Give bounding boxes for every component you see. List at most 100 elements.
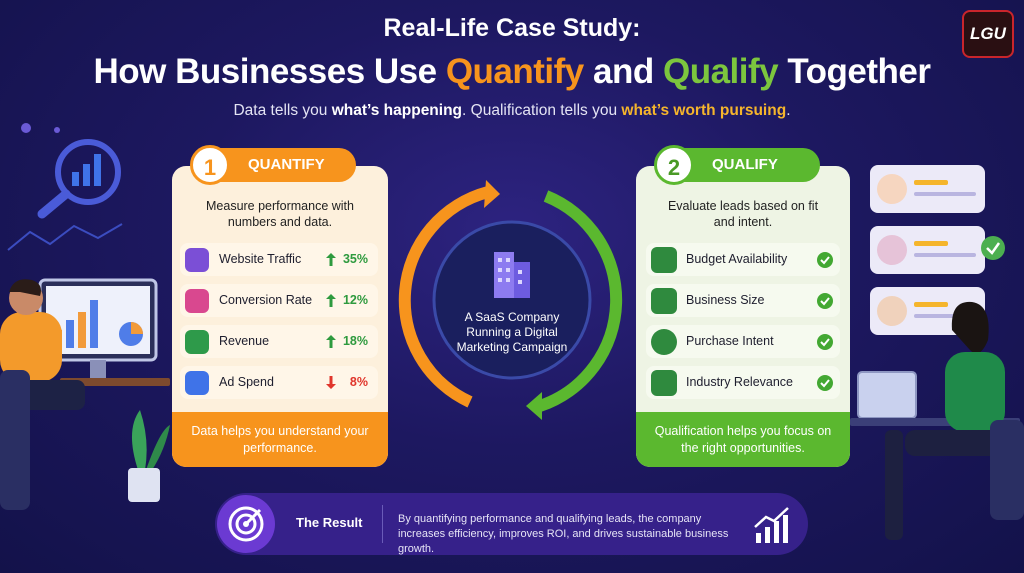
arrow-head (484, 180, 500, 208)
person-body (945, 352, 1005, 432)
traffic-icon (185, 248, 209, 272)
industry-icon (651, 370, 677, 396)
pot (128, 468, 160, 502)
plant (131, 410, 147, 470)
center-label: A SaaS Company Running a Digital Marketi… (456, 310, 568, 354)
metric-change: 8% (349, 375, 368, 389)
divider (382, 505, 383, 543)
quantify-number: 1 (190, 145, 230, 185)
growth-icon (754, 507, 789, 543)
check-badge (981, 236, 1005, 260)
subtitle-part: Data tells you (233, 102, 332, 119)
subtitle: Data tells you what’s happening. Qualifi… (0, 102, 1024, 120)
cycle-arrow-orange (398, 186, 490, 408)
center-circle (432, 220, 592, 380)
screen-bar (66, 320, 74, 348)
subtitle-emphasis: what’s happening (331, 102, 463, 119)
chair (0, 370, 30, 510)
dot (21, 123, 31, 133)
building-windows (498, 258, 522, 284)
metric-row (180, 325, 378, 358)
intent-icon (651, 329, 677, 355)
metric-change: 35% (342, 252, 368, 266)
subtitle-part: . Qualification tells you (462, 102, 622, 119)
headline-qualify: Qualify (662, 52, 779, 91)
dot (54, 127, 60, 133)
screen-bar (78, 312, 86, 348)
check (817, 293, 833, 309)
line (914, 192, 976, 196)
metric-change: 12% (342, 293, 368, 307)
criteria-label: Industry Relevance (686, 375, 794, 389)
metric-row (180, 284, 378, 317)
result-title: The Result (296, 515, 363, 530)
stars (914, 302, 948, 307)
logo: LGU (962, 10, 1014, 58)
magnifier (55, 139, 121, 205)
down-arrow (326, 376, 336, 389)
check (986, 242, 1001, 255)
arrow-head (526, 392, 542, 420)
result-text: By quantifying performance and qualifyin… (398, 513, 729, 555)
deco-line (7, 223, 123, 251)
metric-row (180, 366, 378, 399)
size-icon (651, 288, 677, 314)
monitor-stand (90, 360, 106, 378)
check (817, 252, 833, 268)
headline: How Businesses Use Quantify and Qualify … (0, 52, 1024, 92)
chair (990, 420, 1024, 520)
icon-bar (72, 172, 79, 186)
headline-part: and (583, 52, 663, 91)
person-body (0, 312, 62, 382)
laptop (857, 371, 917, 419)
result-bar (215, 493, 808, 555)
stars (914, 241, 948, 246)
person-leg (885, 430, 903, 540)
metric-change: 18% (342, 334, 368, 348)
budget-icon (651, 247, 677, 273)
stars (914, 180, 948, 185)
qualify-footer: Qualification helps you focus on the rig… (636, 412, 850, 467)
icon-bar (83, 164, 90, 186)
headline-part: Together (778, 52, 931, 91)
criteria-row (646, 284, 840, 317)
revenue-icon (185, 330, 209, 354)
subtitle-highlight: what’s worth pursuing (621, 102, 787, 119)
person-legs (905, 430, 1005, 456)
avatar (877, 296, 907, 326)
metric-label: Revenue (219, 334, 270, 348)
icon-bar (94, 154, 101, 186)
metric-label: Conversion Rate (219, 293, 313, 307)
headline-part: How Businesses Use (93, 52, 446, 91)
up-arrow (326, 253, 336, 266)
criteria-label: Business Size (686, 293, 765, 307)
criteria-label: Purchase Intent (686, 334, 774, 348)
metric-row (180, 243, 378, 276)
screen-pie-slice (131, 322, 143, 334)
up-arrow (326, 294, 336, 307)
criteria-row (646, 366, 840, 399)
criteria-row (646, 243, 840, 276)
avatar (877, 235, 907, 265)
subtitle-part: . (786, 102, 791, 119)
metric-label: Website Traffic (219, 252, 302, 266)
metric-label: Ad Spend (219, 375, 274, 389)
quantify-footer: Data helps you understand your performan… (172, 412, 388, 467)
desk (60, 378, 170, 386)
plant (146, 425, 170, 470)
check (817, 375, 833, 391)
qualify-number: 2 (654, 145, 694, 185)
building (494, 252, 514, 298)
screen-bar (90, 300, 98, 348)
result-icon (217, 495, 275, 553)
person-hair (951, 301, 989, 354)
title: Real-Life Case Study: (383, 14, 641, 42)
criteria-row (646, 325, 840, 358)
magnifier-handle (37, 189, 71, 219)
adspend-icon (185, 371, 209, 395)
cycle-arrow-green (538, 190, 623, 412)
conversion-icon (185, 289, 209, 313)
